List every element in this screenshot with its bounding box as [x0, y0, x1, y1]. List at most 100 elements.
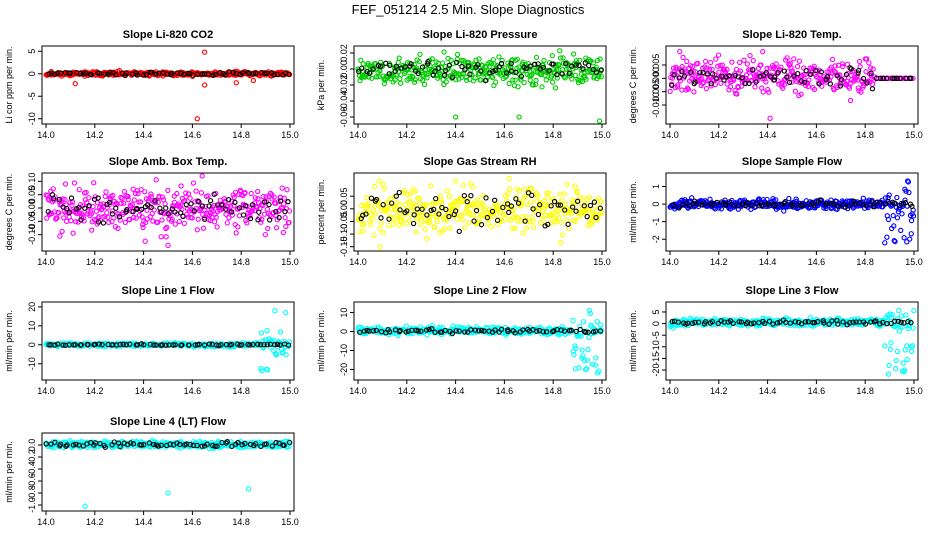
data-point — [583, 76, 589, 82]
plot-frame — [41, 301, 295, 381]
data-point — [675, 319, 681, 325]
data-point — [478, 68, 484, 74]
data-point — [405, 191, 411, 198]
data-point — [165, 490, 171, 496]
data-point — [671, 69, 677, 75]
y-axis-label: ml/min per min. — [316, 310, 326, 372]
data-point — [572, 72, 579, 79]
data-point — [774, 320, 781, 326]
y-tick-label: -0.02 — [339, 75, 349, 96]
data-point — [866, 60, 872, 66]
data-point — [119, 195, 125, 201]
data-point — [129, 202, 136, 208]
points-co2 — [43, 49, 293, 122]
data-point — [169, 206, 176, 212]
data-point — [832, 63, 838, 69]
data-point — [194, 442, 200, 449]
data-point — [172, 221, 179, 227]
panel-ambtemp: Slope Amb. Box Temp.degrees C per min.14… — [4, 156, 299, 267]
data-point — [873, 199, 879, 206]
data-point — [396, 214, 402, 220]
data-point — [247, 215, 254, 222]
y-axis-label: ml/min per min. — [628, 310, 638, 372]
data-point — [798, 321, 805, 327]
y-tick-label: 5 — [27, 49, 37, 54]
data-point — [699, 202, 706, 208]
data-point — [515, 215, 521, 221]
data-point — [449, 330, 455, 337]
data-point — [899, 324, 905, 330]
x-tick-label: 14.0 — [37, 386, 55, 396]
data-point — [196, 341, 203, 348]
data-point — [518, 73, 524, 79]
data-point — [365, 203, 372, 209]
data-point — [726, 199, 733, 205]
data-point — [910, 213, 917, 219]
data-point — [515, 84, 521, 90]
data-point — [282, 215, 288, 221]
x-tick-label: 14.6 — [184, 257, 202, 267]
data-point — [459, 71, 465, 77]
data-point — [118, 200, 124, 207]
data-point — [834, 72, 840, 79]
data-point — [88, 211, 94, 217]
data-point — [235, 224, 241, 230]
x-tick-label: 14.0 — [661, 386, 679, 396]
data-point — [581, 203, 587, 209]
data-point — [893, 357, 899, 364]
data-point — [908, 217, 915, 224]
data-point — [720, 74, 726, 80]
data-point — [702, 58, 709, 65]
data-point — [380, 181, 386, 187]
data-point — [530, 218, 536, 224]
data-point — [905, 319, 911, 325]
data-point — [85, 341, 91, 348]
data-point — [796, 58, 803, 64]
data-point — [886, 362, 892, 369]
data-point — [50, 186, 56, 192]
data-point — [86, 203, 92, 209]
data-point — [716, 69, 722, 75]
data-point — [141, 342, 147, 348]
x-tick-label: 14.4 — [447, 130, 465, 140]
data-point — [488, 224, 495, 230]
data-point — [718, 318, 724, 324]
data-point — [250, 70, 257, 77]
data-point — [151, 207, 157, 213]
data-point — [585, 207, 592, 213]
data-point — [766, 318, 773, 324]
data-point — [773, 197, 779, 203]
data-point — [792, 88, 799, 94]
data-point — [69, 202, 75, 209]
data-point — [761, 320, 768, 326]
data-point — [481, 203, 487, 209]
data-point — [262, 70, 268, 77]
data-point — [908, 319, 914, 326]
data-point — [226, 215, 232, 221]
data-point — [493, 79, 499, 85]
data-point — [597, 205, 603, 211]
data-point — [434, 218, 440, 225]
data-point — [501, 212, 508, 218]
data-point — [393, 200, 400, 206]
data-point — [378, 215, 384, 221]
data-point — [281, 442, 287, 448]
data-point — [222, 206, 229, 212]
data-point — [781, 208, 787, 214]
data-point — [460, 182, 467, 188]
data-point — [754, 78, 760, 84]
data-point — [752, 84, 758, 90]
data-point — [552, 218, 559, 224]
data-point — [57, 233, 63, 239]
data-point — [709, 202, 716, 208]
data-point — [765, 86, 771, 93]
data-point — [406, 218, 412, 224]
data-point — [499, 218, 505, 224]
data-point — [679, 87, 685, 93]
data-point — [386, 329, 393, 335]
data-point — [543, 202, 549, 208]
data-point — [523, 65, 529, 72]
data-point — [726, 73, 733, 79]
data-point — [500, 204, 506, 211]
data-point — [249, 202, 256, 208]
